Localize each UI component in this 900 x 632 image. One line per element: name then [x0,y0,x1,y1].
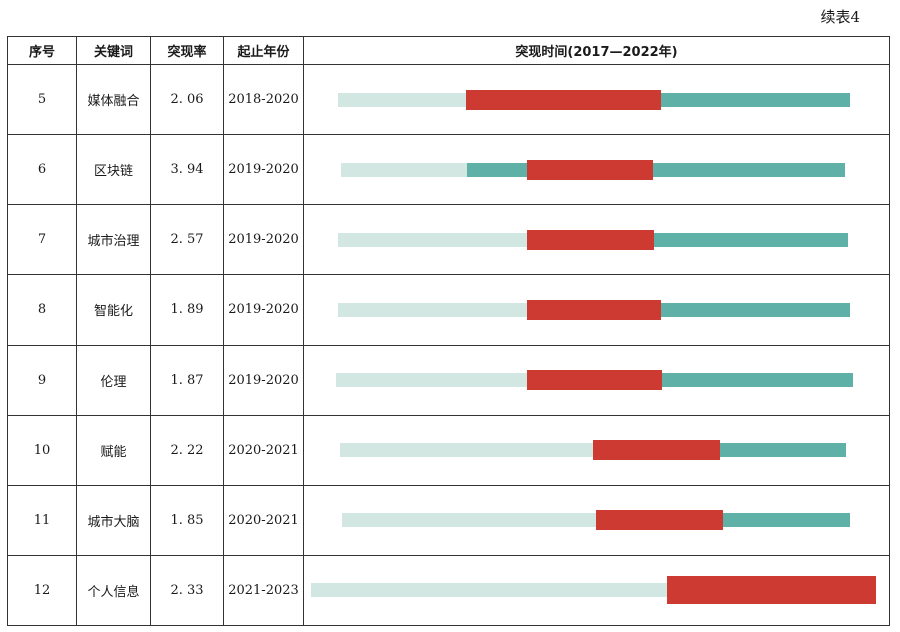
table-row: 12 个人信息 2. 33 2021-2023 [7,554,890,627]
cell-span: 2019-2020 [223,134,304,206]
timeline-track [342,510,850,531]
cell-keyword: 媒体融合 [76,63,151,136]
cell-keyword: 城市治理 [76,204,151,276]
cell-span: 2021-2023 [223,554,304,627]
timeline-burst-segment [596,510,723,531]
timeline-burst-segment [527,370,662,391]
cell-rate: 1. 85 [150,484,224,556]
header-row: 序号 关键词 突现率 起止年份 突现时间(2017—2022年) [7,36,890,65]
table-row: 11 城市大脑 1. 85 2020-2021 [7,484,890,556]
cell-burst-bar [303,274,890,346]
cell-burst-bar [303,134,890,206]
timeline-track [340,440,846,461]
cell-rate: 1. 89 [150,274,224,346]
cell-burst-bar [303,554,890,627]
keyword-burst-table: 序号 关键词 突现率 起止年份 突现时间(2017—2022年) 5 媒体融合 2.… [7,36,890,627]
cell-no: 8 [7,274,77,346]
timeline-burst-segment [666,576,876,605]
cell-keyword: 赋能 [76,414,151,486]
table-row: 8 智能化 1. 89 2019-2020 [7,274,890,346]
cell-keyword: 智能化 [76,274,151,346]
timeline-track [338,229,848,250]
cell-span: 2020-2021 [223,484,304,556]
table-row: 7 城市治理 2. 57 2019-2020 [7,204,890,276]
table-row: 9 伦理 1. 87 2019-2020 [7,344,890,416]
cell-span: 2020-2021 [223,414,304,486]
cell-keyword: 区块链 [76,134,151,206]
table-row: 10 赋能 2. 22 2020-2021 [7,414,890,486]
cell-burst-bar [303,414,890,486]
cell-burst-bar [303,484,890,556]
cell-no: 11 [7,484,77,556]
timeline-track [311,576,876,605]
timeline-track [338,299,850,320]
table-caption: 续表4 [820,8,860,26]
cell-span: 2019-2020 [223,204,304,276]
cell-burst-bar [303,63,890,136]
cell-rate: 2. 22 [150,414,224,486]
header-no: 序号 [7,36,77,65]
timeline-track [336,370,853,391]
timeline-burst-segment [527,299,661,320]
cell-span: 2019-2020 [223,344,304,416]
header-burst-time: 突现时间(2017—2022年) [303,36,890,65]
cell-burst-bar [303,344,890,416]
header-rate: 突现率 [150,36,224,65]
cell-rate: 2. 33 [150,554,224,627]
timeline-burst-segment [466,89,661,110]
cell-keyword: 城市大脑 [76,484,151,556]
timeline-burst-segment [526,229,655,250]
timeline-track [341,159,845,180]
cell-no: 12 [7,554,77,627]
cell-span: 2019-2020 [223,274,304,346]
timeline-burst-segment [527,159,654,180]
cell-no: 7 [7,204,77,276]
cell-rate: 2. 57 [150,204,224,276]
cell-burst-bar [303,204,890,276]
cell-no: 5 [7,63,77,136]
cell-keyword: 个人信息 [76,554,151,627]
header-span: 起止年份 [223,36,304,65]
timeline-track [338,89,850,110]
cell-span: 2018-2020 [223,63,304,136]
cell-no: 6 [7,134,77,206]
header-keyword: 关键词 [76,36,151,65]
cell-rate: 2. 06 [150,63,224,136]
table-row: 5 媒体融合 2. 06 2018-2020 [7,63,890,136]
timeline-burst-segment [593,440,720,461]
cell-rate: 3. 94 [150,134,224,206]
cell-rate: 1. 87 [150,344,224,416]
table-row: 6 区块链 3. 94 2019-2020 [7,134,890,206]
cell-keyword: 伦理 [76,344,151,416]
cell-no: 9 [7,344,77,416]
timeline-active-segment [467,162,845,177]
cell-no: 10 [7,414,77,486]
